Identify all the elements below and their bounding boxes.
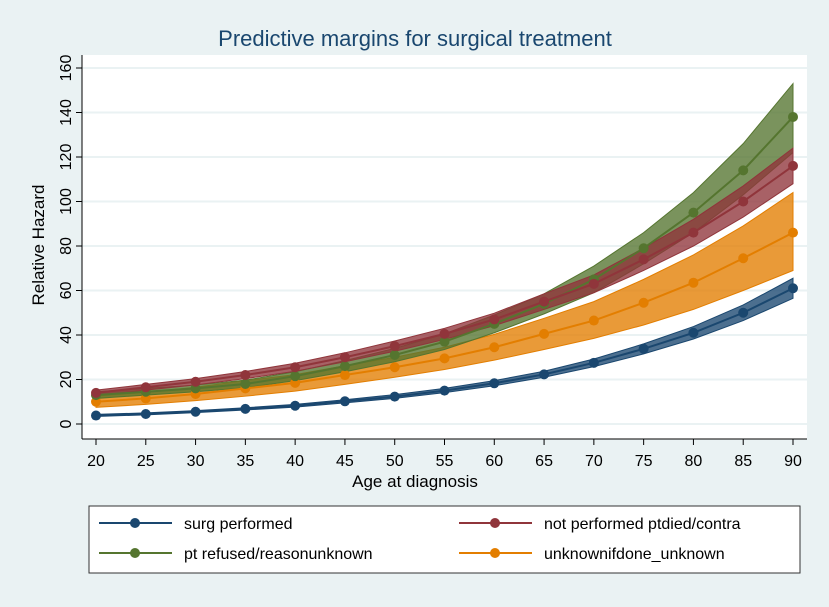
data-point: [290, 371, 301, 382]
data-point: [290, 400, 301, 411]
data-point: [91, 387, 101, 398]
data-point: [290, 362, 301, 373]
y-tick-label: 140: [58, 99, 75, 126]
data-point: [140, 382, 151, 393]
y-axis-label: Relative Hazard: [29, 185, 48, 306]
y-tick-label: 80: [58, 237, 75, 255]
x-tick-label: 40: [286, 453, 304, 470]
legend-marker: [130, 518, 140, 528]
y-tick-label: 100: [58, 188, 75, 215]
data-point: [389, 362, 400, 373]
data-point: [190, 406, 201, 417]
x-tick-label: 60: [485, 453, 503, 470]
data-point: [240, 370, 251, 381]
x-tick-label: 30: [187, 453, 205, 470]
y-tick-label: 160: [58, 55, 75, 82]
x-tick-label: 50: [386, 453, 404, 470]
data-point: [788, 111, 798, 122]
data-point: [638, 243, 649, 254]
data-point: [539, 369, 550, 380]
data-point: [339, 396, 350, 407]
y-tick-label: 0: [58, 419, 75, 428]
x-tick-label: 25: [137, 453, 155, 470]
data-point: [489, 342, 500, 353]
data-point: [638, 343, 649, 354]
data-point: [489, 378, 500, 389]
data-point: [738, 196, 749, 207]
data-point: [240, 403, 251, 414]
data-point: [389, 341, 400, 352]
data-point: [788, 227, 798, 238]
data-point: [439, 336, 450, 347]
data-point: [389, 350, 400, 361]
x-tick-label: 80: [685, 453, 703, 470]
data-point: [588, 357, 599, 368]
data-point: [439, 328, 450, 339]
data-point: [439, 385, 450, 396]
data-point: [339, 370, 350, 381]
data-point: [738, 307, 749, 318]
legend-label: not performed ptdied/contra: [544, 516, 741, 533]
data-point: [539, 328, 550, 339]
y-tick-label: 40: [58, 326, 75, 344]
data-point: [688, 277, 699, 288]
x-tick-label: 20: [87, 453, 105, 470]
legend-label: surg performed: [184, 516, 293, 533]
data-point: [140, 408, 151, 419]
y-tick-label: 20: [58, 371, 75, 389]
y-tick-label: 60: [58, 282, 75, 300]
data-point: [738, 165, 749, 176]
x-tick-label: 55: [436, 453, 454, 470]
x-axis-label: Age at diagnosis: [352, 472, 478, 491]
data-point: [389, 391, 400, 402]
legend-marker: [490, 548, 500, 558]
y-tick-label: 120: [58, 144, 75, 171]
data-point: [688, 227, 699, 238]
x-tick-label: 70: [585, 453, 603, 470]
data-point: [489, 314, 500, 325]
x-tick-label: 45: [336, 453, 354, 470]
data-point: [788, 283, 798, 294]
legend-label: pt refused/reasonunknown: [184, 546, 373, 563]
data-point: [588, 278, 599, 289]
legend-label: unknownifdone_unknown: [544, 546, 725, 563]
x-tick-label: 75: [635, 453, 653, 470]
chart-title: Predictive margins for surgical treatmen…: [218, 26, 612, 51]
data-point: [190, 376, 201, 387]
data-point: [539, 296, 550, 307]
data-point: [91, 410, 101, 421]
data-point: [339, 361, 350, 372]
data-point: [738, 253, 749, 264]
data-point: [588, 315, 599, 326]
data-point: [439, 353, 450, 364]
data-point: [638, 297, 649, 308]
legend-marker: [490, 518, 500, 528]
data-point: [688, 207, 699, 218]
data-point: [339, 352, 350, 363]
x-tick-label: 85: [734, 453, 752, 470]
legend: [88, 505, 801, 574]
legend-marker: [130, 548, 140, 558]
data-point: [688, 327, 699, 338]
data-point: [240, 378, 251, 389]
data-point: [638, 254, 649, 265]
x-tick-label: 35: [236, 453, 254, 470]
data-point: [788, 160, 798, 171]
x-tick-label: 90: [784, 453, 802, 470]
x-tick-label: 65: [535, 453, 553, 470]
